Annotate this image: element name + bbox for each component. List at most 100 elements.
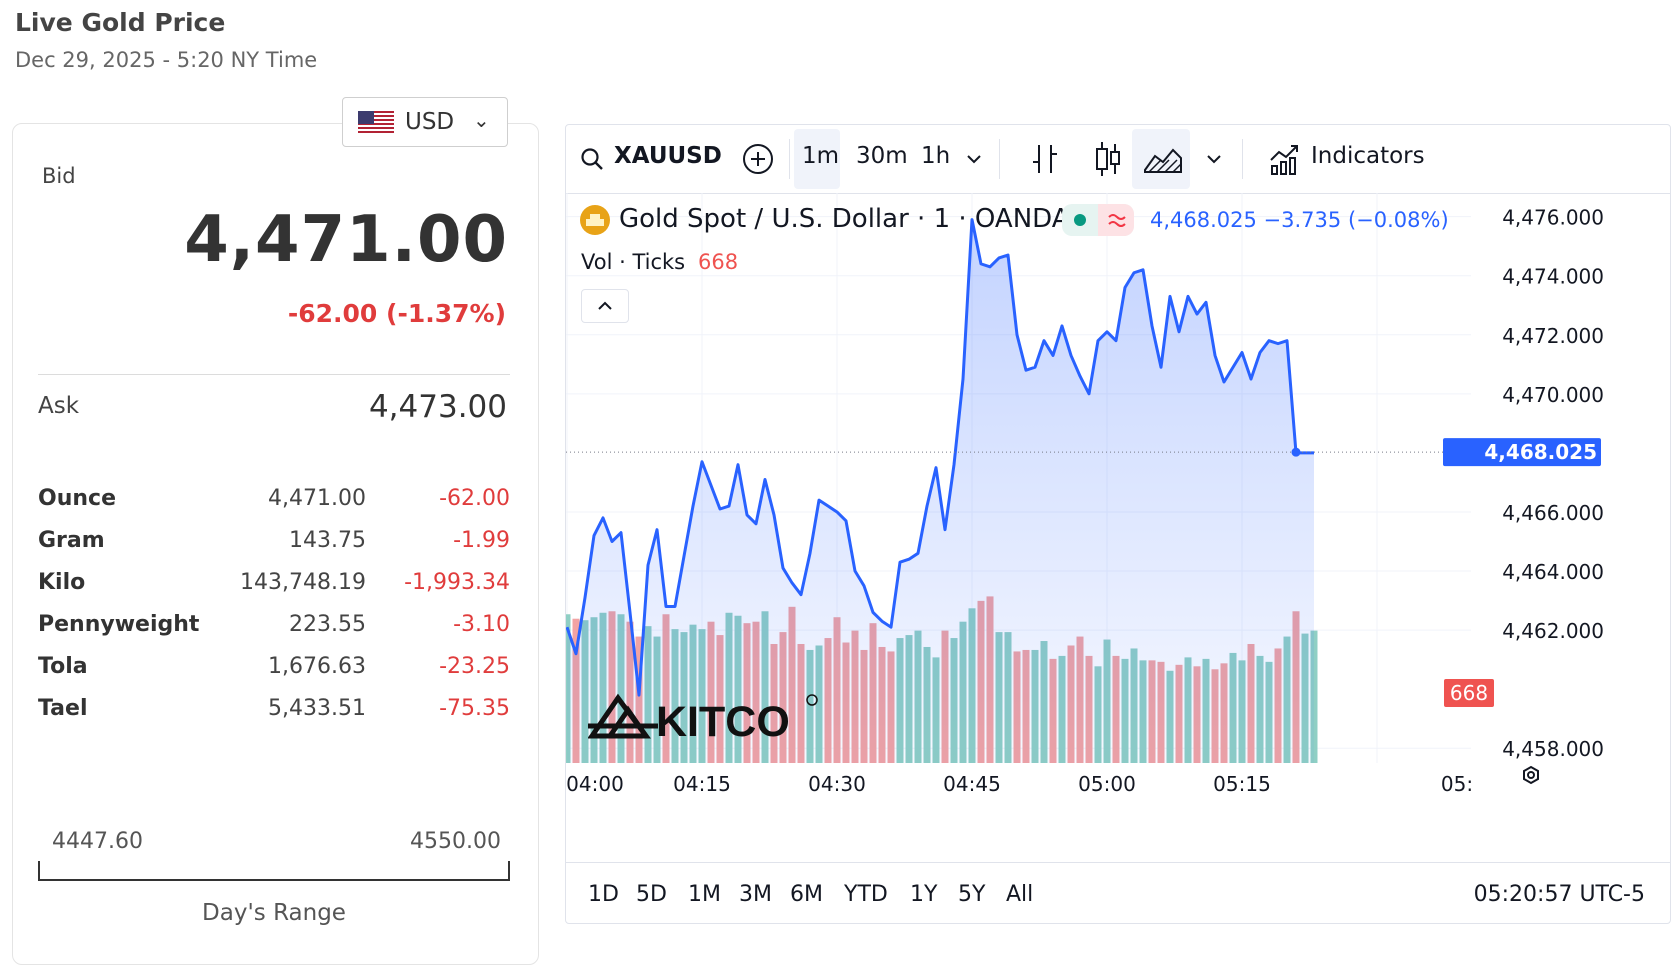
legend-price: 4,468.025 −3.735 (−0.08%): [1150, 208, 1449, 232]
x-tick-label: 04:30: [808, 772, 866, 796]
unit-row-ounce: Ounce 4,471.00 -62.00: [38, 486, 510, 526]
unit-name: Kilo: [38, 570, 86, 595]
unit-name: Gram: [38, 528, 105, 553]
range-buttons-bar: 1D 5D 1M 3M 6M YTD 1Y 5Y All 05:20:57 UT…: [566, 862, 1670, 924]
chevron-up-icon: [598, 301, 612, 310]
range-all[interactable]: All: [1006, 882, 1034, 907]
x-tick-label: 04:45: [943, 772, 1001, 796]
interval-30m[interactable]: 30m: [856, 143, 908, 169]
unit-price: 143,748.19: [240, 570, 366, 595]
unit-row-gram: Gram 143.75 -1.99: [38, 528, 510, 568]
candles-icon[interactable]: [1094, 140, 1122, 178]
x-tick-label: 05:15: [1213, 772, 1271, 796]
range-1m[interactable]: 1M: [688, 882, 721, 907]
last-price-dot: [1291, 447, 1301, 457]
unit-price: 5,433.51: [268, 696, 366, 721]
unit-price: 1,676.63: [268, 654, 366, 679]
ask-label: Ask: [38, 393, 80, 419]
unit-change: -75.35: [439, 696, 510, 721]
search-icon[interactable]: [580, 147, 606, 173]
indicators-button[interactable]: Indicators: [1311, 143, 1425, 169]
ask-price: 4,473.00: [368, 389, 507, 425]
unit-change: -62.00: [439, 486, 510, 511]
chart-settings-icon[interactable]: [1523, 765, 1539, 785]
us-flag-icon: [358, 111, 394, 135]
x-tick-label: 04:15: [673, 772, 731, 796]
collapse-legend-button[interactable]: [581, 289, 629, 323]
symbol-legend-title: Gold Spot / U.S. Dollar · 1 · OANDA: [619, 204, 1070, 234]
range-ytd[interactable]: YTD: [844, 882, 888, 907]
unit-name: Pennyweight: [38, 612, 200, 637]
unit-change: -3.10: [453, 612, 510, 637]
chart-toolbar: XAUUSD 1m 30m 1h Indicator: [566, 125, 1670, 194]
toolbar-separator: [999, 139, 1000, 179]
y-tick-label: 4,458.000: [1502, 737, 1604, 761]
page-date: Dec 29, 2025 - 5:20 NY Time: [15, 48, 318, 72]
unit-change: -23.25: [439, 654, 510, 679]
symbol-search[interactable]: XAUUSD: [614, 143, 722, 169]
volume-tag-label: 668: [1450, 681, 1488, 705]
bid-price: 4,471.00: [184, 203, 508, 277]
kitco-wordmark: KITCO: [656, 698, 790, 742]
active-interval-highlight: [794, 129, 840, 189]
bid-change: -62.00 (-1.37%): [287, 299, 506, 328]
unit-row-pennyweight: Pennyweight 223.55 -3.10: [38, 612, 510, 652]
toolbar-separator: [1242, 139, 1243, 179]
unit-price: 223.55: [289, 612, 366, 637]
y-tick-label: 4,476.000: [1502, 206, 1604, 230]
bid-label: Bid: [42, 164, 76, 188]
last-price-tag-label: 4,468.025: [1484, 440, 1597, 464]
y-tick-label: 4,470.000: [1502, 383, 1604, 407]
y-tick-label: 4,464.000: [1502, 560, 1604, 584]
bar-chart-icon[interactable]: [1031, 142, 1059, 176]
volume-tag: [1444, 679, 1494, 707]
price-line: [566, 218, 1314, 697]
interval-1h[interactable]: 1h: [921, 143, 951, 169]
interval-1m[interactable]: 1m: [802, 143, 840, 169]
unit-change: -1,993.34: [404, 570, 510, 595]
compare-add-icon[interactable]: [741, 142, 775, 176]
unit-row-tael: Tael 5,433.51 -75.35: [38, 696, 510, 736]
chevron-down-icon[interactable]: [1206, 153, 1222, 165]
price-area-fill: [567, 219, 1314, 763]
toolbar-separator: [789, 139, 790, 179]
volume-legend-value: 668: [698, 250, 739, 274]
y-tick-label: 4,462.000: [1502, 619, 1604, 643]
x-tick-label: 05:00: [1078, 772, 1136, 796]
currency-select[interactable]: USD ⌄: [342, 97, 508, 147]
unit-change: -1.99: [453, 528, 510, 553]
range-1d[interactable]: 1D: [588, 882, 619, 907]
gold-symbol-icon: [580, 205, 610, 235]
unit-price: 4,471.00: [268, 486, 366, 511]
quote-panel: [12, 123, 539, 965]
chart-clock: 05:20:57 UTC-5: [1473, 882, 1645, 907]
divider: [38, 374, 510, 375]
price-chart[interactable]: 4,476.000 4,474.000 4,472.000 4,470.000 4,46…: [566, 193, 1670, 813]
range-1y[interactable]: 1Y: [910, 882, 938, 907]
range-bar: [38, 861, 510, 881]
currency-label: USD: [405, 109, 455, 135]
unit-name: Tola: [38, 654, 88, 679]
unit-name: Tael: [38, 696, 88, 721]
chevron-down-icon[interactable]: [966, 153, 982, 165]
range-label: Day's Range: [202, 900, 346, 926]
range-5d[interactable]: 5D: [636, 882, 667, 907]
x-tick-label: 05:: [1441, 772, 1473, 796]
range-low: 4447.60: [52, 829, 143, 854]
range-6m[interactable]: 6M: [790, 882, 823, 907]
indicators-icon[interactable]: [1268, 142, 1302, 176]
range-3m[interactable]: 3M: [739, 882, 772, 907]
page-title: Live Gold Price: [15, 8, 226, 37]
area-chart-icon[interactable]: [1143, 144, 1183, 174]
unit-row-kilo: Kilo 143,748.19 -1,993.34: [38, 570, 510, 610]
kitco-logo: KITCO: [588, 693, 818, 742]
chevron-down-icon: ⌄: [473, 108, 490, 132]
last-price-tag: [1443, 438, 1601, 467]
y-tick-label: 4,474.000: [1502, 265, 1604, 289]
market-status-icon[interactable]: [1062, 204, 1134, 236]
y-tick-label: 4,466.000: [1502, 501, 1604, 525]
y-tick-label: 4,472.000: [1502, 324, 1604, 348]
unit-price: 143.75: [289, 528, 366, 553]
range-high: 4550.00: [410, 829, 501, 854]
range-5y[interactable]: 5Y: [958, 882, 986, 907]
